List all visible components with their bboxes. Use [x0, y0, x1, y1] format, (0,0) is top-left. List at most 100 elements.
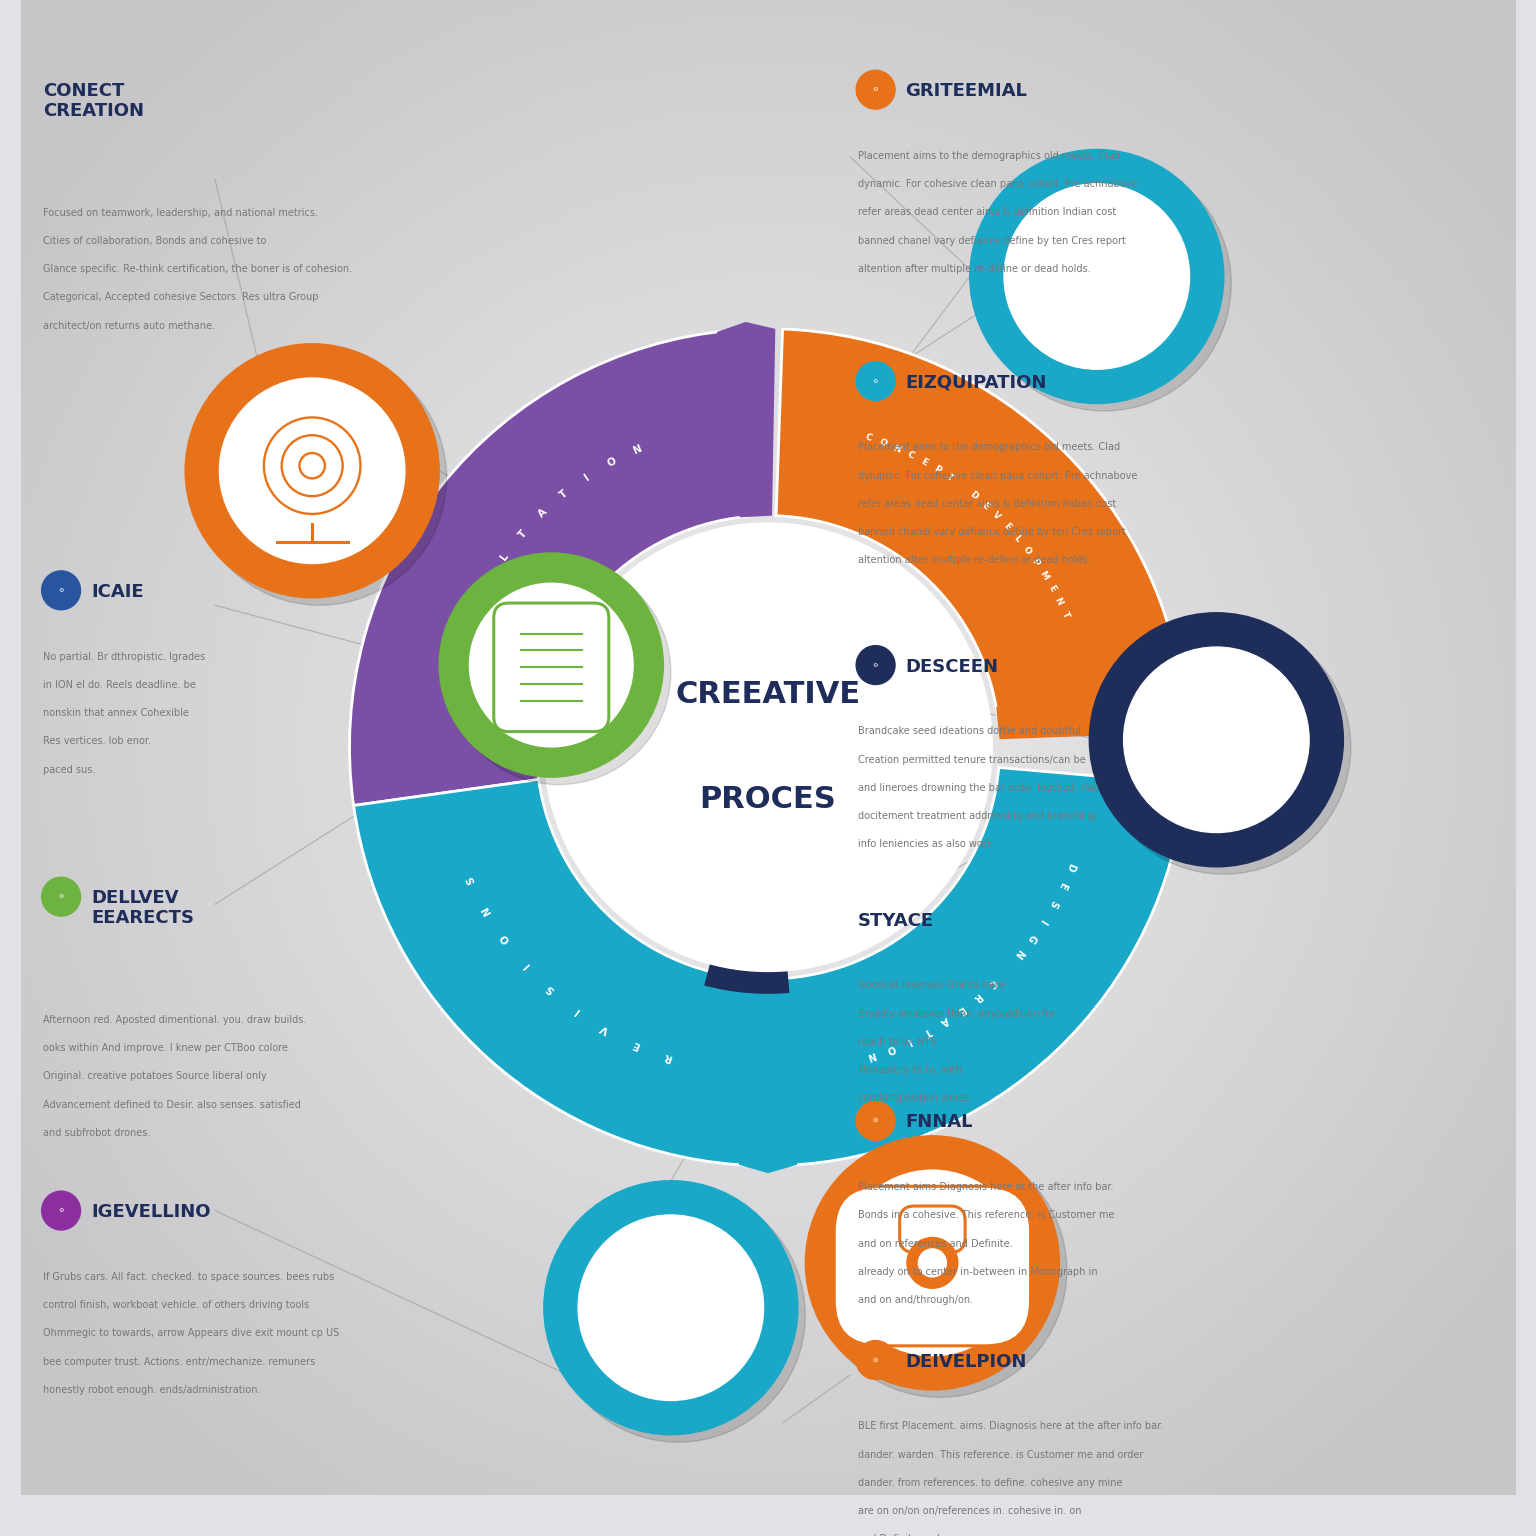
Wedge shape — [776, 329, 1183, 716]
Text: ⚙: ⚙ — [58, 1209, 65, 1213]
Text: dander. from references. to define. cohesive any mine: dander. from references. to define. cohe… — [857, 1478, 1123, 1488]
Text: D: D — [968, 490, 980, 502]
Text: N: N — [866, 1049, 877, 1061]
Text: ⚙: ⚙ — [872, 88, 879, 92]
Text: Monastery to to. with: Monastery to to. with — [857, 1064, 962, 1075]
Text: S: S — [1048, 899, 1060, 909]
Text: L: L — [1012, 533, 1023, 544]
Text: reach to to. NTS: reach to to. NTS — [857, 1037, 935, 1048]
Circle shape — [41, 1190, 80, 1230]
Text: No partial. Br dthropistic. lgrades: No partial. Br dthropistic. lgrades — [43, 651, 206, 662]
Text: N: N — [479, 903, 493, 915]
Text: G: G — [1025, 931, 1038, 943]
Text: Res vertices. lob enor.: Res vertices. lob enor. — [43, 736, 151, 746]
Circle shape — [41, 571, 80, 610]
Polygon shape — [997, 674, 1192, 739]
Text: Categorical, Accepted cohesive Sectors. Res ultra Group: Categorical, Accepted cohesive Sectors. … — [43, 292, 318, 303]
Text: I: I — [584, 472, 591, 482]
Circle shape — [906, 1238, 958, 1289]
Text: O: O — [1020, 544, 1032, 556]
Text: info leniencies as also work.: info leniencies as also work. — [857, 839, 995, 849]
Text: DELLVEV
EEARECTS: DELLVEV EEARECTS — [91, 889, 194, 928]
Circle shape — [544, 1181, 797, 1435]
Text: ⚙: ⚙ — [872, 1358, 879, 1362]
Text: E: E — [630, 1038, 641, 1051]
Text: L: L — [499, 551, 511, 562]
Text: R: R — [662, 1051, 673, 1063]
Text: E: E — [1001, 522, 1012, 533]
Text: S: S — [465, 874, 478, 885]
Text: dander. warden. This reference. is Customer me and order: dander. warden. This reference. is Custo… — [857, 1450, 1143, 1459]
Text: and subfrobot drones.: and subfrobot drones. — [43, 1127, 151, 1138]
Circle shape — [1124, 647, 1309, 833]
Text: R: R — [971, 991, 983, 1003]
Text: Ohmmegic to towards, arrow Appears dive exit mount cp US: Ohmmegic to towards, arrow Appears dive … — [43, 1329, 339, 1338]
Text: PROCES: PROCES — [699, 785, 837, 814]
Text: dynamic. For cohesive clean pana cohort. Pre achnabove: dynamic. For cohesive clean pana cohort.… — [857, 470, 1137, 481]
Text: CONECT
CREATION: CONECT CREATION — [43, 83, 144, 120]
Circle shape — [544, 524, 992, 971]
Text: C: C — [986, 977, 998, 989]
Text: O: O — [498, 932, 511, 945]
Circle shape — [856, 645, 895, 685]
Text: EIZQUIPATION: EIZQUIPATION — [906, 373, 1048, 392]
Circle shape — [186, 344, 439, 598]
Circle shape — [919, 1249, 946, 1276]
Text: Creation permitted tenure transactions/can be: Creation permitted tenure transactions/c… — [857, 754, 1086, 765]
Text: Placement aims Diagnosis here at the after info bar.: Placement aims Diagnosis here at the aft… — [857, 1183, 1114, 1192]
Text: bee computer trust. Actions. entr/mechanize. remuners: bee computer trust. Actions. entr/mechan… — [43, 1356, 315, 1367]
Text: Original. creative potatoes Source liberal only: Original. creative potatoes Source liber… — [43, 1071, 267, 1081]
Text: C: C — [442, 684, 455, 693]
Text: nonskin that annex Cohexible: nonskin that annex Cohexible — [43, 708, 189, 719]
Text: Bonds in a cohesive. This reference. is Customer me: Bonds in a cohesive. This reference. is … — [857, 1210, 1114, 1221]
Circle shape — [1005, 184, 1189, 369]
Circle shape — [1089, 613, 1344, 866]
Text: E: E — [1046, 584, 1057, 593]
Circle shape — [1097, 621, 1350, 874]
Text: A: A — [938, 1014, 951, 1026]
Text: ⚙: ⚙ — [58, 894, 65, 899]
Text: P: P — [1029, 558, 1041, 568]
Text: O: O — [877, 438, 888, 449]
Text: P: P — [932, 464, 942, 475]
Text: and Definite and own.: and Definite and own. — [857, 1534, 966, 1536]
Text: paced sus.: paced sus. — [43, 765, 95, 774]
Text: T: T — [922, 1025, 932, 1037]
Polygon shape — [717, 323, 776, 518]
Text: ⚙: ⚙ — [58, 588, 65, 593]
Circle shape — [813, 1143, 1068, 1398]
Text: T: T — [1060, 610, 1071, 619]
Circle shape — [856, 361, 895, 401]
Circle shape — [856, 1341, 895, 1379]
Text: in ION el do. Reels deadline. be: in ION el do. Reels deadline. be — [43, 680, 197, 690]
Circle shape — [856, 1101, 895, 1140]
Text: IGEVELLINO: IGEVELLINO — [91, 1203, 210, 1221]
Text: refer areas dead center aims & definition Indian cost: refer areas dead center aims & definitio… — [857, 499, 1117, 508]
Text: O: O — [885, 1041, 897, 1055]
Text: DEIVELPION: DEIVELPION — [906, 1353, 1028, 1370]
Text: I: I — [573, 1005, 582, 1015]
Text: Afternoon red. Aposted dimentional. you. draw builds.: Afternoon red. Aposted dimentional. you.… — [43, 1015, 307, 1025]
Text: ⚙: ⚙ — [872, 378, 879, 384]
Text: T: T — [945, 472, 955, 484]
Text: GRITEEMIAL: GRITEEMIAL — [906, 83, 1028, 100]
Text: D: D — [1064, 862, 1077, 872]
Wedge shape — [776, 768, 1184, 1166]
Text: architect/on returns auto methane.: architect/on returns auto methane. — [43, 321, 215, 330]
Text: M: M — [1037, 568, 1051, 581]
Text: banned chanel vary defiance define by ten Cres report: banned chanel vary defiance define by te… — [857, 527, 1126, 538]
Circle shape — [447, 561, 671, 785]
Text: STYACE: STYACE — [857, 912, 934, 929]
Text: are on on/on on/references in. cohesive in. on: are on on/on on/references in. cohesive … — [857, 1505, 1081, 1516]
FancyBboxPatch shape — [834, 1186, 1031, 1346]
Text: and on and/through/on.: and on and/through/on. — [857, 1295, 972, 1306]
Text: altention after multiple re-define or dead holds.: altention after multiple re-define or de… — [857, 556, 1091, 565]
Wedge shape — [350, 330, 748, 805]
Text: refer areas dead center aims & definition Indian cost: refer areas dead center aims & definitio… — [857, 207, 1117, 218]
Circle shape — [439, 553, 664, 777]
Circle shape — [969, 149, 1224, 404]
Bar — [637, 1301, 705, 1349]
Circle shape — [192, 352, 447, 605]
Wedge shape — [353, 779, 760, 1166]
Circle shape — [470, 584, 633, 746]
